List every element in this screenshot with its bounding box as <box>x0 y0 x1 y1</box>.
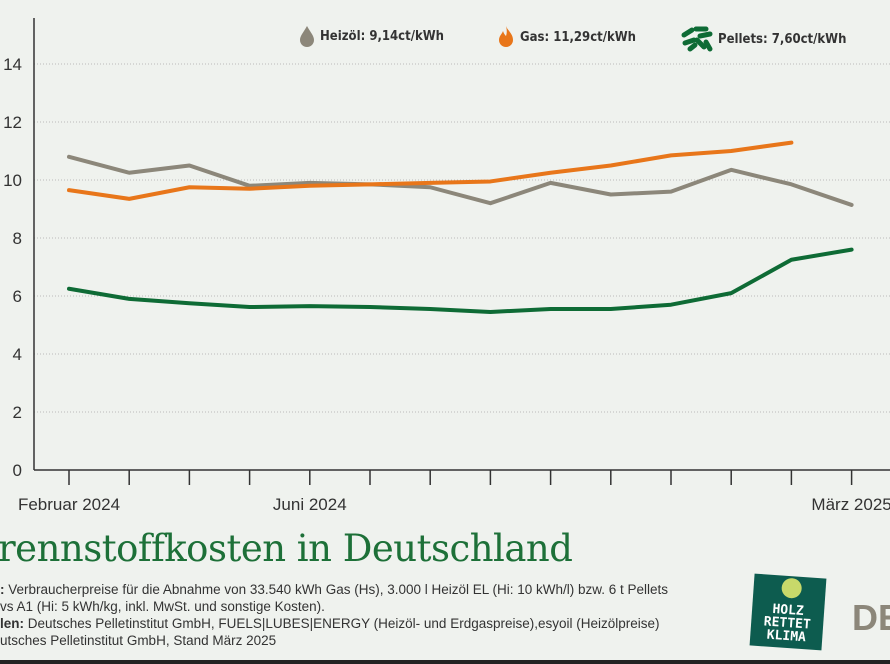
y-tick-label: 8 <box>13 229 22 248</box>
y-tick-label: 14 <box>3 55 22 74</box>
tree-icon <box>780 577 803 599</box>
note-line-2: vs A1 (Hi: 5 kWh/kg, inkl. MwSt. und son… <box>0 599 325 614</box>
y-tick-label: 0 <box>13 461 22 480</box>
x-tick-label: Juni 2024 <box>273 495 347 514</box>
source-text: Deutsches Pelletinstitut GmbH, FUELS|LUB… <box>24 616 660 631</box>
note-line-3: len: Deutsches Pelletinstitut GmbH, FUEL… <box>0 616 660 631</box>
partner-logo: DE <box>852 597 890 638</box>
x-tick-label: März 2025 <box>811 495 890 514</box>
legend-label: Pellets: 7,60ct/kWh <box>718 31 847 47</box>
pellets-icon <box>681 26 713 52</box>
note-line-4: utsches Pelletinstitut GmbH, Stand März … <box>0 633 277 648</box>
holz-rettet-klima-logo: HOLZ RETTET KLIMA <box>749 573 827 651</box>
flame-icon <box>499 26 513 47</box>
note-text: Verbraucherpreise für die Abnahme von 33… <box>4 582 669 597</box>
line-chart: 0 2 4 6 8 10 12 14 Februar 2024 Juni 2024 März 202… <box>3 18 890 514</box>
y-tick-label: 2 <box>13 403 22 422</box>
y-tick-label: 4 <box>13 345 22 364</box>
legend-label: Gas: 11,29ct/kWh <box>520 29 636 45</box>
series-line-heizöl <box>67 154 854 207</box>
legend-item-heizoel: Heizöl: 9,14ct/kWh <box>298 25 444 47</box>
source-label: len: <box>0 616 25 631</box>
chart-title: rennstoffkosten in Deutschland <box>0 527 573 570</box>
x-tick-label: Februar 2024 <box>18 495 120 514</box>
y-tick-label: 12 <box>3 113 22 132</box>
legend-item-pellets: Pellets: 7,60ct/kWh <box>680 25 846 53</box>
y-tick-label: 6 <box>13 287 22 306</box>
oil-drop-icon <box>300 26 314 47</box>
bottom-bar <box>0 660 890 664</box>
series-line-pellets <box>67 247 854 314</box>
series-line-gas <box>67 140 794 201</box>
y-tick-label: 10 <box>3 171 22 190</box>
note-label: : <box>0 582 5 597</box>
note-line-1: : Verbraucherpreise für die Abnahme von … <box>0 582 668 597</box>
legend-label: Heizöl: 9,14ct/kWh <box>320 28 444 44</box>
legend-item-gas: Gas: 11,29ct/kWh <box>496 25 636 49</box>
